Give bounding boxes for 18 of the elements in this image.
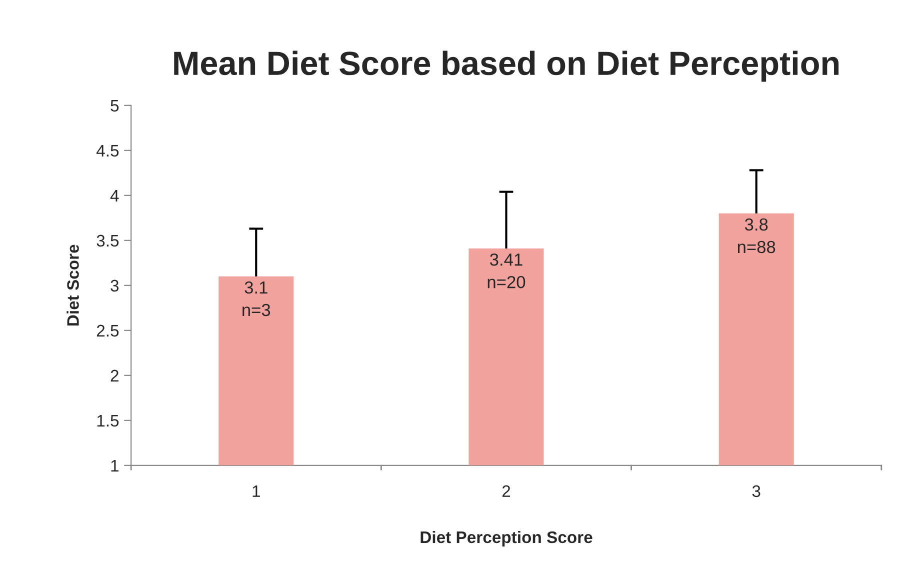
y-axis-title: Diet Score — [66, 244, 79, 326]
y-tick-label: 1.5 — [97, 414, 119, 427]
chart-title: Mean Diet Score based on Diet Perception — [174, 50, 839, 82]
data-label: 3.8 n=88 — [738, 218, 776, 254]
y-tick-label: 4.5 — [96, 144, 119, 157]
x-tick-label: 3 — [752, 485, 760, 498]
x-axis-title: Diet Perception Score — [420, 530, 592, 546]
x-tick-label: 1 — [252, 485, 260, 497]
data-label: 3.1 n=3 — [242, 281, 270, 316]
y-tick-label: 5 — [110, 100, 119, 112]
data-label: 3.41 n=20 — [488, 253, 526, 288]
y-tick-label: 2 — [110, 370, 118, 382]
y-tick-label: 3.5 — [96, 234, 119, 247]
y-tick-label: 2.5 — [96, 324, 119, 337]
y-tick-label: 4 — [110, 190, 119, 202]
x-tick-label: 2 — [502, 485, 510, 497]
y-tick-label: 1 — [111, 460, 118, 472]
y-tick-label: 3 — [110, 280, 119, 292]
